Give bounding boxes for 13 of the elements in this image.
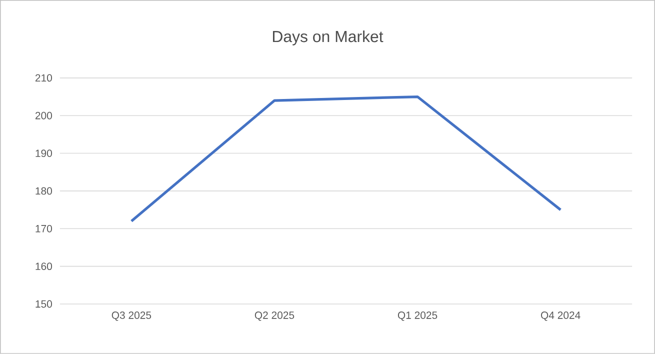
- y-tick-label: 190: [36, 150, 52, 158]
- y-tick-label: 210: [35, 74, 52, 82]
- x-tick-label: Q4 2024: [541, 312, 580, 321]
- y-tick-label: 200: [35, 112, 52, 120]
- y-tick-label: 170: [36, 224, 52, 232]
- chart-title: Days on Market: [272, 30, 384, 46]
- line-series: [130, 96, 562, 222]
- y-tick-label: 160: [36, 262, 52, 270]
- x-tick-label: Q2 2025: [254, 312, 294, 321]
- x-tick-label: Q3 2025: [112, 312, 152, 321]
- x-tick-label: Q1 2025: [398, 312, 438, 321]
- y-tick-label: 150: [36, 300, 52, 308]
- y-tick-label: 180: [36, 187, 52, 195]
